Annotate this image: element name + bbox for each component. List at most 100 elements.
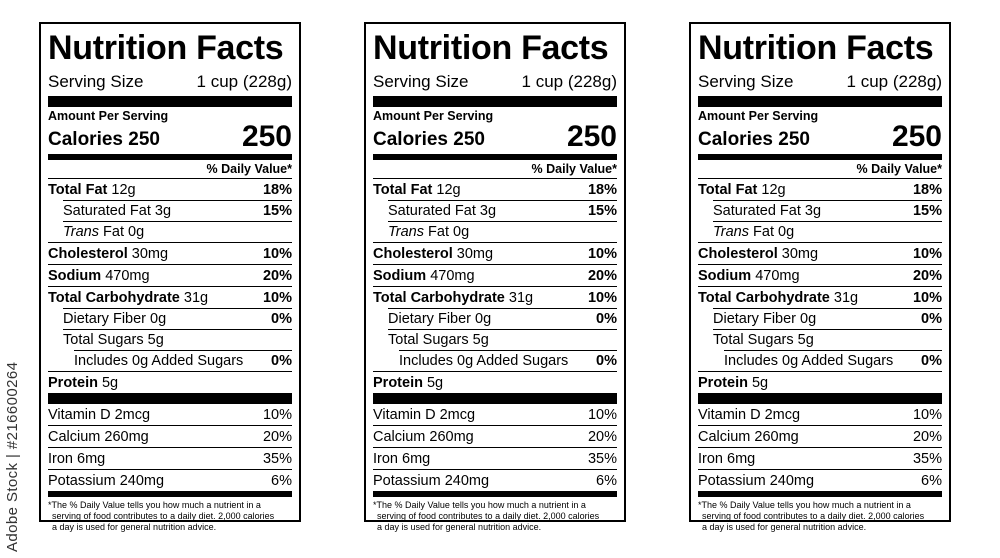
footnote-line-3: a day is used for general nutrition advi… [52,522,217,532]
medium-divider [373,491,617,497]
serving-size-value: 1 cup (228g) [521,72,617,91]
nutrient-name: Sodium [373,267,427,284]
nutrient-name: Saturated Fat 3g [388,202,497,219]
nutrient-amount: 5g [426,374,444,391]
nutrient-pct: 0% [596,352,617,369]
nutrient-pct: 0% [596,310,617,327]
daily-value-header: % Daily Value* [206,162,292,176]
nutrient-pct: 6% [921,472,942,489]
nutrient-pct: 18% [262,181,292,198]
row-added-sugars: Includes 0g Added Sugars 0% [698,350,942,371]
nutrient-name: Protein [373,374,423,391]
row-cholesterol: Cholesterol 30mg 10% [48,242,292,264]
nutrient-pct: 10% [262,289,292,306]
calories-row: Calories 250 250 [48,122,292,152]
nutrient-name: Total Carbohydrate [373,289,505,306]
row-trans-fat: Trans Fat 0g [48,221,292,242]
nutrient-pct: 20% [587,267,617,284]
nutrient-pct: 10% [262,245,292,262]
medium-divider [373,154,617,160]
nutrient-amount: 12g [111,181,136,198]
thick-divider [48,96,292,107]
footnote-line-2: serving of food contributes to a daily d… [52,511,275,521]
row-calcium: Calcium 260mg 20% [48,425,292,447]
nutrient-name: Calcium 260mg [373,428,474,445]
nutrient-name: Vitamin D 2mcg [373,406,476,423]
nutrient-pct: 10% [587,406,617,423]
thick-divider [698,393,942,404]
nutrient-pct: 20% [912,428,942,445]
row-sodium: Sodium 470mg 20% [373,264,617,286]
serving-size-label: Serving Size [48,72,144,91]
row-dietary-fiber: Dietary Fiber 0g 0% [698,308,942,329]
nutrient-name: Total Fat [48,181,108,198]
row-saturated-fat: Saturated Fat 3g 15% [373,200,617,221]
nutrient-pct: 20% [912,267,942,284]
nutrient-name: Dietary Fiber 0g [388,310,492,327]
medium-divider [698,491,942,497]
nutrient-name: Protein [698,374,748,391]
nutrient-name: Saturated Fat 3g [63,202,172,219]
footnote-line-2: serving of food contributes to a daily d… [702,511,925,521]
row-total-carbohydrate: Total Carbohydrate 31g 10% [698,286,942,308]
thick-divider [48,393,292,404]
nutrient-pct: 20% [587,428,617,445]
nutrient-name: Includes 0g Added Sugars [399,352,569,369]
nutrient-pct: 35% [912,450,942,467]
nutrient-pct: 10% [912,406,942,423]
nutrition-label-1: Nutrition Facts Serving Size 1 cup (228g… [39,22,301,532]
nutrient-name: Dietary Fiber 0g [63,310,167,327]
row-iron: Iron 6mg 35% [373,447,617,469]
footnote-line-2: serving of food contributes to a daily d… [377,511,600,521]
row-protein: Protein 5g [698,371,942,393]
calories-value: 250 [566,120,617,153]
row-trans-fat: Trans Fat 0g [698,221,942,242]
medium-divider [48,154,292,160]
nutrient-name: Protein [48,374,98,391]
nutrient-name: Cholesterol [698,245,778,262]
row-potassium: Potassium 240mg 6% [48,469,292,491]
nutrient-name: Vitamin D 2mcg [48,406,151,423]
nutrient-name: Sodium [48,267,102,284]
label-title: Nutrition Facts [48,29,284,67]
row-vitamin-d: Vitamin D 2mcg 10% [698,404,942,425]
serving-size-label: Serving Size [698,72,794,91]
nutrient-amount: 31g [183,289,209,306]
amount-per-serving: Amount Per Serving [698,109,819,123]
row-total-fat: Total Fat 12g 18% [698,178,942,200]
footnote-line-3: a day is used for general nutrition advi… [702,522,867,532]
nutrient-name: Potassium 240mg [373,472,490,489]
nutrient-pct: 10% [587,289,617,306]
nutrient-pct: 35% [587,450,617,467]
nutrition-label-3: Nutrition Facts Serving Size 1 cup (228g… [689,22,951,532]
nutrient-amount: 30mg [131,245,169,262]
calories-label: Calories 250 [48,129,160,150]
nutrient-name: Sodium [698,267,752,284]
nutrient-name: Cholesterol [48,245,128,262]
serving-size-value: 1 cup (228g) [846,72,942,91]
trans-italic: Trans [63,223,99,240]
nutrient-pct: 20% [262,428,292,445]
row-sodium: Sodium 470mg 20% [698,264,942,286]
nutrient-amount: 470mg [430,267,475,284]
serving-size-value: 1 cup (228g) [196,72,292,91]
nutrient-pct: 10% [912,245,942,262]
calories-row: Calories 250 250 [373,122,617,152]
row-added-sugars: Includes 0g Added Sugars 0% [48,350,292,371]
nutrient-name: Iron 6mg [698,450,756,467]
thick-divider [373,393,617,404]
serving-size-row: Serving Size 1 cup (228g) [373,70,617,94]
serving-size-row: Serving Size 1 cup (228g) [48,70,292,94]
thick-divider [698,96,942,107]
calories-row: Calories 250 250 [698,122,942,152]
row-total-sugars: Total Sugars 5g [373,329,617,350]
row-calcium: Calcium 260mg 20% [698,425,942,447]
nutrient-pct: 18% [912,181,942,198]
nutrient-name: Total Fat [698,181,758,198]
nutrient-name: Includes 0g Added Sugars [724,352,894,369]
nutrient-name: Includes 0g Added Sugars [74,352,244,369]
row-calcium: Calcium 260mg 20% [373,425,617,447]
row-protein: Protein 5g [48,371,292,393]
row-sodium: Sodium 470mg 20% [48,264,292,286]
nutrition-label-2: Nutrition Facts Serving Size 1 cup (228g… [364,22,626,532]
